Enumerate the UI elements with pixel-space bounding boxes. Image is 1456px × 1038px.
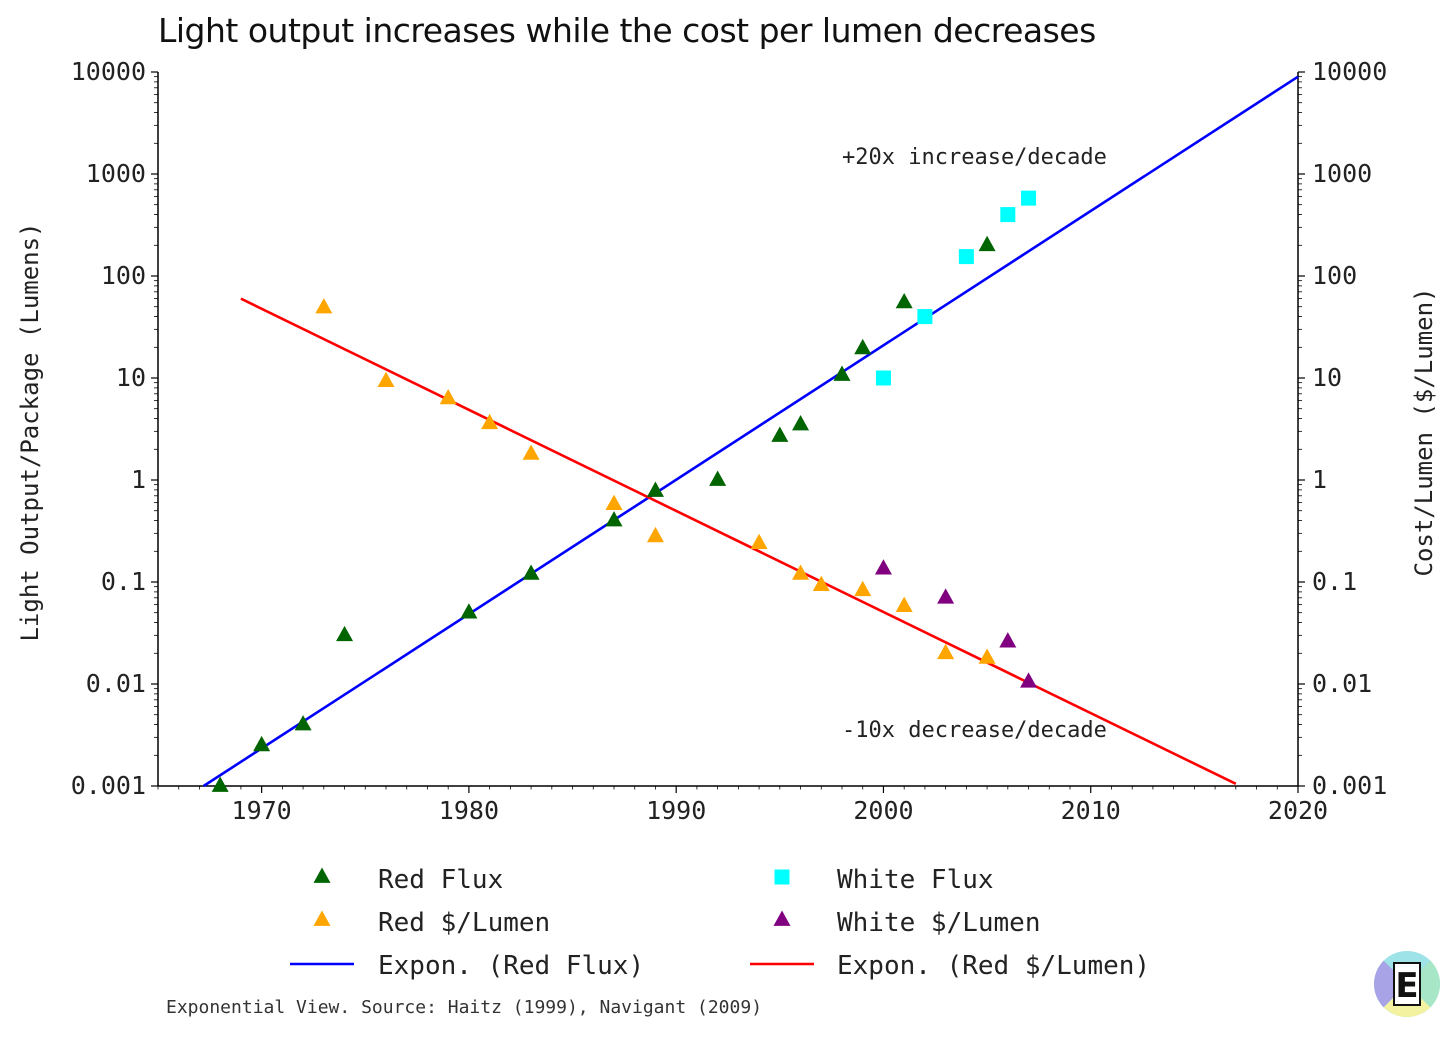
legend-marker-white-flux	[774, 869, 790, 885]
point-red-lumen	[605, 494, 623, 510]
logo-box	[1393, 962, 1421, 1006]
y-tick-label-right: 0.01	[1312, 669, 1372, 698]
point-white-lumen	[874, 559, 892, 575]
trendline-red-cost	[240, 297, 1237, 786]
point-red-lumen	[937, 643, 955, 660]
x-tick-label: 1980	[439, 796, 499, 825]
legend-marker-red-flux	[313, 867, 331, 883]
point-red-lumen	[522, 444, 540, 460]
point-red-flux	[336, 625, 354, 642]
logo: E	[1374, 951, 1440, 1017]
point-red-flux	[211, 776, 229, 792]
point-red-lumen	[646, 526, 664, 543]
point-red-flux	[833, 365, 851, 381]
annotation-increase: +20x increase/decade	[842, 145, 1107, 170]
x-tick-label: 2010	[1061, 796, 1121, 825]
point-red-flux	[646, 481, 664, 497]
chart-title: Light output increases while the cost pe…	[158, 11, 1096, 50]
y-tick-label-left: 10	[116, 363, 146, 392]
point-red-flux	[460, 603, 478, 619]
point-red-lumen	[377, 371, 395, 388]
point-white-lumen	[999, 632, 1017, 648]
point-red-flux	[854, 338, 872, 355]
y-tick-label-right: 10	[1312, 363, 1342, 392]
x-tick-label: 2020	[1268, 796, 1328, 825]
point-red-lumen	[895, 596, 913, 612]
point-red-flux	[978, 235, 996, 252]
annotation-decrease: -10x decrease/decade	[842, 718, 1107, 743]
point-red-flux	[895, 292, 913, 309]
legend-label-red-lumen: Red $/Lumen	[378, 908, 550, 938]
point-red-lumen	[812, 575, 830, 592]
point-red-lumen	[854, 580, 872, 597]
y-tick-label-right: 1000	[1312, 159, 1372, 188]
point-red-lumen	[978, 648, 996, 664]
trendline-red-flux	[202, 75, 1299, 788]
point-white-lumen	[1020, 672, 1038, 688]
point-red-flux	[294, 715, 312, 731]
y-tick-label-right: 1	[1312, 465, 1327, 494]
point-red-flux	[709, 470, 727, 486]
legend: Red Flux White Flux Red $/Lumen White $/Lum…	[290, 865, 1150, 981]
y-tick-label-right: 0.001	[1312, 771, 1387, 800]
point-red-flux	[605, 511, 623, 527]
point-white-flux	[917, 309, 933, 325]
point-red-lumen	[315, 298, 333, 314]
point-white-flux	[958, 249, 974, 265]
point-red-lumen	[481, 413, 499, 430]
point-red-lumen	[439, 388, 457, 405]
legend-label-white-lumen: White $/Lumen	[837, 908, 1041, 938]
legend-label-red-flux: Red Flux	[378, 865, 503, 895]
point-white-lumen	[937, 588, 955, 604]
x-tick-label: 1990	[646, 796, 706, 825]
y-tick-label-left: 0.001	[71, 771, 146, 800]
y-tick-label-right: 100	[1312, 261, 1357, 290]
point-red-lumen	[792, 564, 810, 580]
point-red-flux	[792, 415, 810, 431]
y-tick-label-right: 10000	[1312, 57, 1387, 86]
logo-letter: E	[1395, 966, 1418, 1006]
point-red-flux	[771, 426, 789, 442]
logo-quadrant-left	[1374, 960, 1407, 1008]
point-red-flux	[253, 735, 271, 752]
y-axis-label-right: Cost/Lumen ($/Lumen)	[1410, 288, 1438, 577]
point-red-flux	[522, 564, 540, 580]
legend-marker-red-lumen	[313, 910, 331, 926]
logo-quadrant-right	[1407, 960, 1440, 1008]
y-tick-label-right: 0.1	[1312, 567, 1357, 596]
legend-marker-white-lumen	[773, 910, 791, 926]
legend-label-expon-red-lumen: Expon. (Red $/Lumen)	[837, 951, 1150, 981]
source-note: Exponential View. Source: Haitz (1999), …	[166, 997, 762, 1018]
y-tick-label-left: 1	[131, 465, 146, 494]
point-red-lumen	[750, 533, 768, 550]
legend-label-expon-red-flux: Expon. (Red Flux)	[378, 951, 644, 981]
legend-label-white-flux: White Flux	[837, 865, 994, 895]
y-tick-label-left: 0.01	[86, 669, 146, 698]
y-tick-label-left: 100	[101, 261, 146, 290]
y-tick-label-left: 0.1	[101, 567, 146, 596]
y-tick-label-left: 1000	[86, 159, 146, 188]
y-tick-label-left: 10000	[71, 57, 146, 86]
point-white-flux	[1021, 190, 1037, 206]
point-white-flux	[1000, 207, 1016, 223]
x-tick-label: 2000	[853, 796, 913, 825]
x-tick-label: 1970	[232, 796, 292, 825]
y-axis-label-left: Light Output/Package (Lumens)	[16, 222, 44, 641]
point-white-flux	[875, 370, 891, 386]
